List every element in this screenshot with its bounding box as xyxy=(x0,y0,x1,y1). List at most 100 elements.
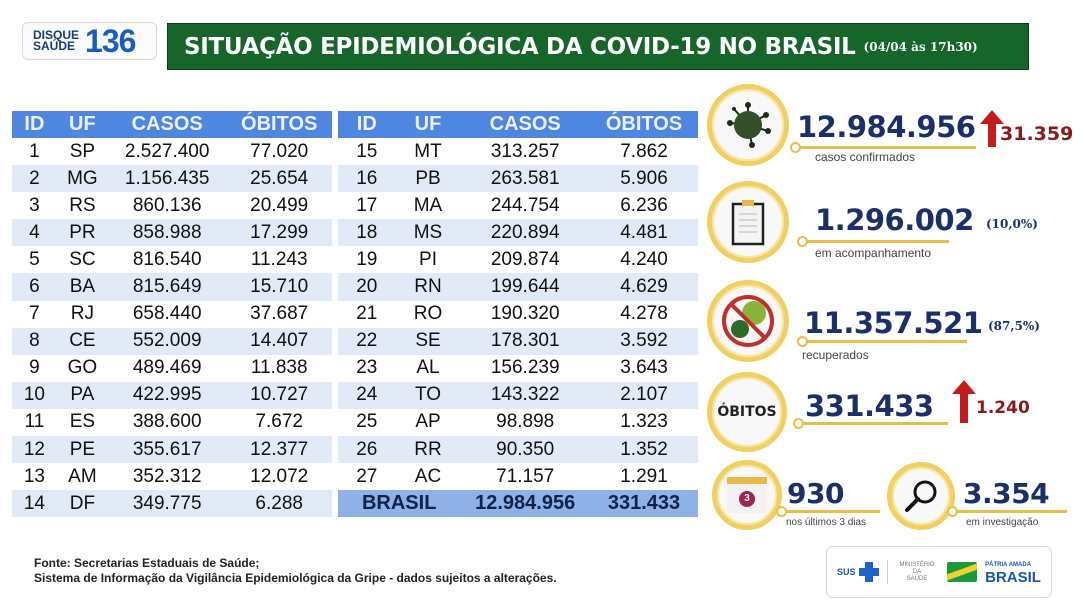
cell-id: 26 xyxy=(338,436,396,464)
calendar-icon: 3 xyxy=(712,460,782,530)
cell-casos: 858.988 xyxy=(107,219,227,247)
investigation-value: 3.354 xyxy=(963,477,1050,510)
table-row: 4 PR 858.988 17.299 xyxy=(12,219,332,247)
cell-casos: 71.157 xyxy=(496,465,555,487)
table-row: 1 SP 2.527.400 77.020 xyxy=(12,138,332,165)
states-table-right: ID UF CASOS ÓBITOS 15 MT 313.257 7.862 16 PB 2… xyxy=(338,111,698,518)
deaths-badge: ÓBITOS xyxy=(707,372,787,452)
cell-uf: RR xyxy=(395,436,461,464)
cell-uf: SE xyxy=(395,327,461,355)
table-row: 18 MS 220.894 4.481 xyxy=(338,219,698,247)
cell-id: 16 xyxy=(338,165,396,193)
cell-uf: AM xyxy=(68,465,97,487)
col-id: ID xyxy=(12,111,57,138)
cell-uf: GO xyxy=(67,357,98,379)
table-row: 25 AP 98.898 1.323 xyxy=(338,409,698,436)
ministry-line-1: MINISTÉRIO DA xyxy=(899,561,935,575)
disque-label: DISQUE xyxy=(33,28,80,42)
table-row: 13 AM 352.312 12.072 xyxy=(12,463,332,490)
monitoring-label: em acompanhamento xyxy=(815,246,932,260)
page-title: SITUAÇÃO EPIDEMIOLÓGICA DA COVID-19 NO B… xyxy=(184,33,856,60)
cell-obitos: 4.629 xyxy=(589,273,698,301)
cell-casos: 263.581 xyxy=(460,165,590,193)
cell-id: 19 xyxy=(356,248,378,270)
table-row: 17 MA 244.754 6.236 xyxy=(338,192,698,219)
cell-uf: PR xyxy=(56,219,108,247)
connector-line xyxy=(800,146,976,149)
cell-id: 5 xyxy=(29,248,40,270)
cell-casos: 98.898 xyxy=(496,411,555,433)
cell-obitos: 7.862 xyxy=(620,140,668,162)
cell-obitos: 3.643 xyxy=(620,357,668,379)
cell-casos: 220.894 xyxy=(460,219,590,247)
cell-uf: RO xyxy=(413,303,443,325)
cell-uf: SC xyxy=(69,248,96,270)
cell-casos: 178.301 xyxy=(460,327,590,355)
col-id: ID xyxy=(338,111,396,138)
cell-obitos: 4.481 xyxy=(589,219,698,247)
last-3-days-value: 930 xyxy=(787,477,844,510)
cell-obitos: 3.592 xyxy=(589,327,698,355)
cell-uf: PI xyxy=(419,248,437,270)
table-row: 24 TO 143.322 2.107 xyxy=(338,381,698,409)
cell-uf: SP xyxy=(69,140,96,162)
cell-casos: 355.617 xyxy=(107,436,227,464)
total-obitos: 331.433 xyxy=(589,490,698,518)
connector-line xyxy=(803,422,948,425)
cell-obitos: 25.654 xyxy=(226,165,332,193)
sus-logo: SUS xyxy=(837,562,879,582)
cell-casos: 552.009 xyxy=(107,327,227,355)
cell-id: 25 xyxy=(356,411,378,433)
connector-line xyxy=(807,240,949,243)
cell-obitos: 11.243 xyxy=(250,248,308,270)
source-note: Fonte: Secretarias Estaduais de Saúde; S… xyxy=(34,556,557,586)
cell-obitos: 1.323 xyxy=(620,411,668,433)
title-banner: SITUAÇÃO EPIDEMIOLÓGICA DA COVID-19 NO B… xyxy=(167,23,1029,70)
table-row: 3 RS 860.136 20.499 xyxy=(12,192,332,219)
cell-casos: 2.527.400 xyxy=(124,140,210,162)
table-row: 11 ES 388.600 7.672 xyxy=(12,409,332,436)
table-header-row: ID UF CASOS ÓBITOS xyxy=(338,111,698,138)
cell-obitos: 10.727 xyxy=(226,381,332,409)
cell-uf: AL xyxy=(416,357,440,379)
cell-casos: 388.600 xyxy=(132,411,202,433)
cell-id: 3 xyxy=(29,194,40,216)
divider xyxy=(886,560,888,584)
table-row: 21 RO 190.320 4.278 xyxy=(338,301,698,328)
col-casos: CASOS xyxy=(460,111,590,138)
calendar-number: 3 xyxy=(739,490,755,507)
cell-obitos: 11.838 xyxy=(250,357,308,379)
cell-obitos: 4.278 xyxy=(620,303,668,325)
table-row: 8 CE 552.009 14.407 xyxy=(12,327,332,355)
cell-uf: AP xyxy=(415,411,441,433)
patria-amada-brasil-logo: PÁTRIA AMADA BRASIL xyxy=(985,560,1041,585)
cell-casos: 313.257 xyxy=(490,140,560,162)
brazil-flag-icon xyxy=(946,562,978,582)
cell-uf: MS xyxy=(395,219,461,247)
cell-id: 22 xyxy=(338,327,396,355)
ministry-logo: MINISTÉRIO DA SAÚDE xyxy=(895,562,938,583)
cell-obitos: 12.377 xyxy=(226,436,332,464)
virus-icon xyxy=(707,84,789,166)
cell-obitos: 17.299 xyxy=(226,219,332,247)
cell-casos: 349.775 xyxy=(107,490,227,518)
cell-id: 18 xyxy=(338,219,396,247)
cell-id: 17 xyxy=(356,194,378,216)
disque-number: 136 xyxy=(85,22,136,59)
cell-id: 12 xyxy=(12,436,57,464)
recovered-value: 11.357.521 xyxy=(804,306,983,340)
cell-id: 20 xyxy=(338,273,396,301)
cell-obitos: 7.672 xyxy=(255,411,303,433)
cell-id: 14 xyxy=(12,490,57,518)
connector-line xyxy=(786,510,880,513)
cell-id: 7 xyxy=(29,303,40,325)
recovered-pct: (87,5%) xyxy=(988,319,1040,333)
cell-uf: MA xyxy=(413,194,443,216)
table-row: 15 MT 313.257 7.862 xyxy=(338,138,698,165)
cell-casos: 143.322 xyxy=(460,381,590,409)
cell-obitos: 14.407 xyxy=(226,327,332,355)
cell-id: 23 xyxy=(356,357,378,379)
cell-id: 6 xyxy=(12,273,57,301)
table-row: 5 SC 816.540 11.243 xyxy=(12,246,332,273)
ministry-line-2: SAÚDE xyxy=(906,575,928,582)
